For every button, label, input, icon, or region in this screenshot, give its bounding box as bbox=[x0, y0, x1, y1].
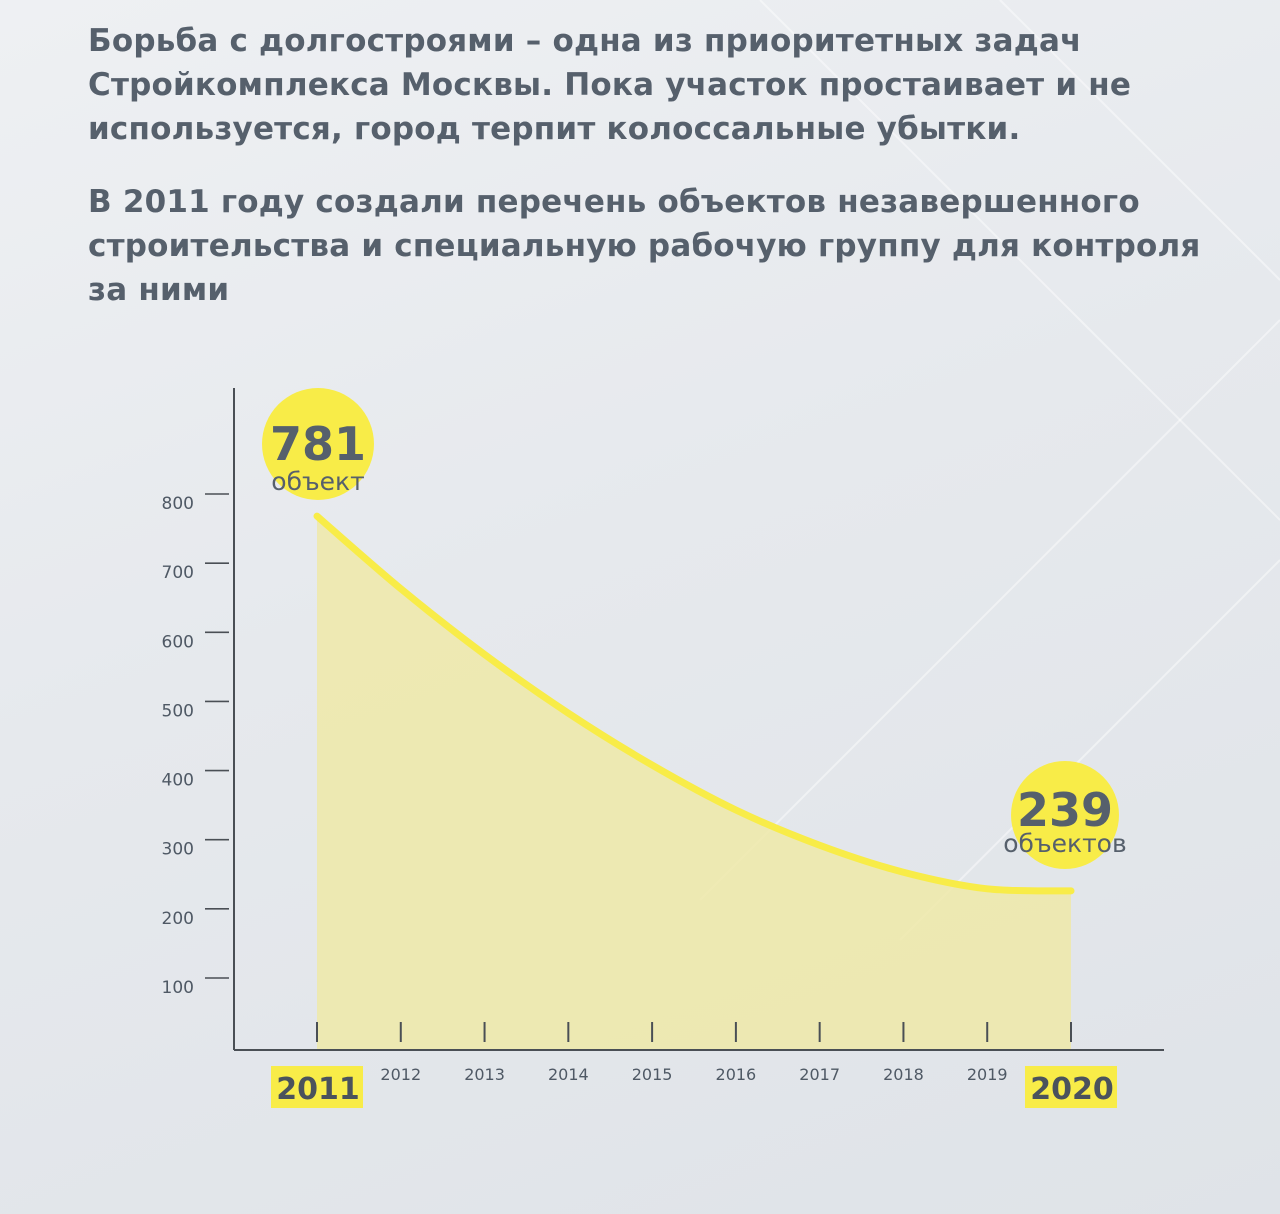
y-tick-label: 400 bbox=[162, 771, 194, 791]
x-tick-label: 2018 bbox=[883, 1065, 924, 1084]
x-tick-label: 2014 bbox=[548, 1065, 589, 1084]
data-point bbox=[1070, 889, 1072, 892]
intro-paragraph-2: В 2011 году создали перечень объектов не… bbox=[88, 184, 1201, 308]
annotation-end-number: 239 bbox=[1017, 783, 1113, 837]
annotation-start-number: 781 bbox=[270, 417, 366, 471]
x-tick-label: 2013 bbox=[464, 1065, 505, 1084]
y-tick-label: 600 bbox=[162, 632, 194, 652]
data-point bbox=[567, 712, 570, 715]
data-point bbox=[316, 515, 318, 518]
annotation-start-unit: объект bbox=[271, 467, 364, 496]
x-tick-label: 2019 bbox=[967, 1065, 1008, 1084]
y-tick-label: 200 bbox=[162, 909, 194, 929]
x-tick-label-highlight: 2011 bbox=[276, 1072, 360, 1107]
area-fill bbox=[317, 516, 1071, 1050]
data-point bbox=[734, 808, 737, 811]
data-point bbox=[986, 887, 989, 890]
x-label-highlight bbox=[1025, 1066, 1117, 1108]
y-tick-label: 500 bbox=[162, 701, 194, 721]
y-tick-label: 700 bbox=[162, 563, 194, 583]
x-tick-label: 2017 bbox=[799, 1065, 840, 1084]
x-tick-label-highlight: 2020 bbox=[1030, 1072, 1114, 1107]
y-tick-label: 300 bbox=[162, 840, 194, 860]
y-tick-label: 800 bbox=[162, 494, 194, 514]
annotation-start-circle bbox=[262, 388, 374, 500]
data-point bbox=[902, 871, 905, 874]
data-point bbox=[483, 653, 486, 656]
data-point bbox=[399, 587, 402, 590]
y-tick-label: 100 bbox=[162, 978, 194, 998]
x-label-highlight bbox=[271, 1066, 363, 1108]
intro-paragraph-1: Борьба с долгостроями – одна из приорите… bbox=[88, 23, 1132, 147]
x-tick-label: 2015 bbox=[632, 1065, 673, 1084]
data-point bbox=[651, 764, 654, 767]
x-tick-label: 2016 bbox=[716, 1065, 757, 1084]
annotation-end-circle bbox=[1011, 761, 1119, 869]
x-tick-label: 2012 bbox=[380, 1065, 421, 1084]
annotation-end-unit: объектов bbox=[1003, 829, 1126, 858]
series-line bbox=[313, 512, 1075, 895]
data-point bbox=[818, 844, 821, 847]
